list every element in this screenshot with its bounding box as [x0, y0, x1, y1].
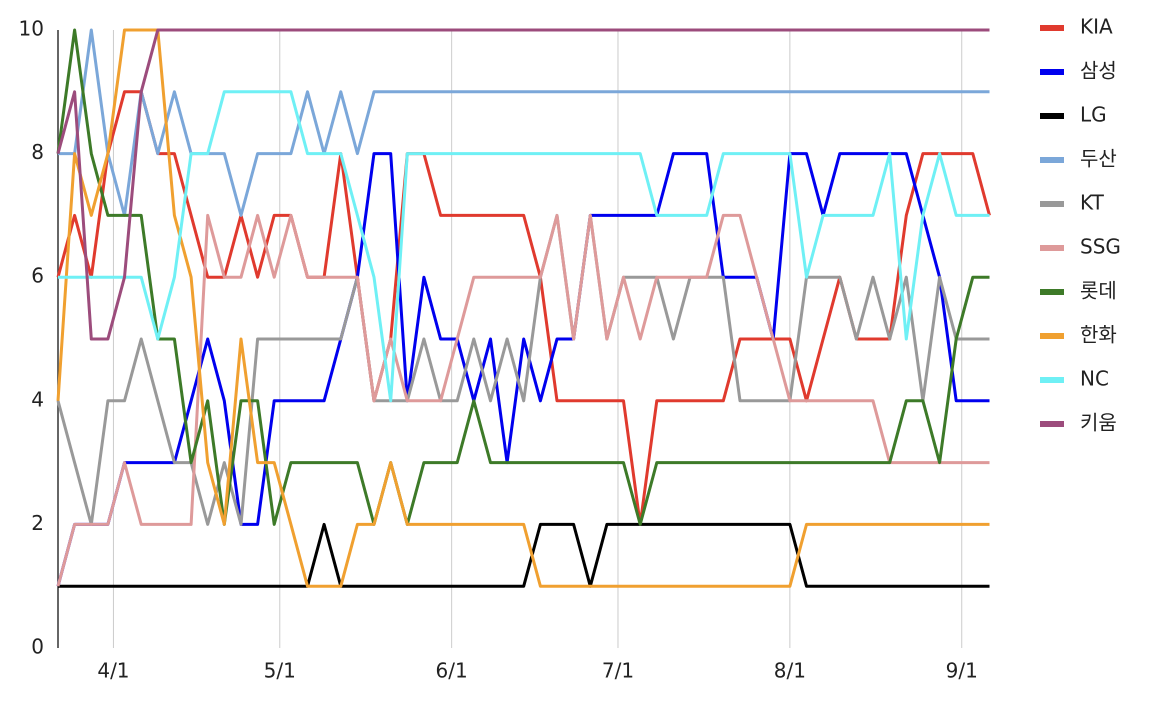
y-tick-label: 4: [31, 387, 44, 411]
legend-label: 키움: [1080, 411, 1117, 435]
legend-label: KIA: [1080, 15, 1113, 39]
series-line: [56, 213, 990, 587]
legend-label: NC: [1080, 367, 1109, 391]
series-line: [58, 28, 990, 217]
legend-label: LG: [1080, 103, 1107, 127]
y-tick-label: 6: [31, 264, 44, 288]
series-line: [56, 213, 990, 526]
y-tick-label: 8: [31, 140, 44, 164]
x-tick-label: 8/1: [774, 659, 806, 683]
x-tick-label: 5/1: [264, 659, 296, 683]
x-tick-label: 6/1: [436, 659, 468, 683]
x-tick-label: 4/1: [97, 659, 129, 683]
x-tick-label: 7/1: [602, 659, 634, 683]
series-line: [56, 152, 990, 587]
y-tick-label: 10: [19, 17, 44, 41]
series-line: [58, 90, 990, 403]
series-line: [56, 28, 990, 341]
legend-label: 두산: [1080, 147, 1117, 171]
legend-label: 롯데: [1080, 279, 1117, 303]
x-tick-label: 9/1: [946, 659, 978, 683]
legend-label: KT: [1080, 191, 1105, 215]
legend-label: SSG: [1080, 235, 1121, 259]
y-tick-label: 0: [31, 635, 44, 659]
series-line: [56, 28, 990, 588]
series-line: [56, 90, 991, 526]
legend-label: 삼성: [1080, 59, 1117, 83]
legend-label: 한화: [1080, 323, 1117, 347]
series-line: [58, 522, 990, 588]
series-line: [56, 28, 990, 526]
y-tick-label: 2: [31, 511, 44, 535]
